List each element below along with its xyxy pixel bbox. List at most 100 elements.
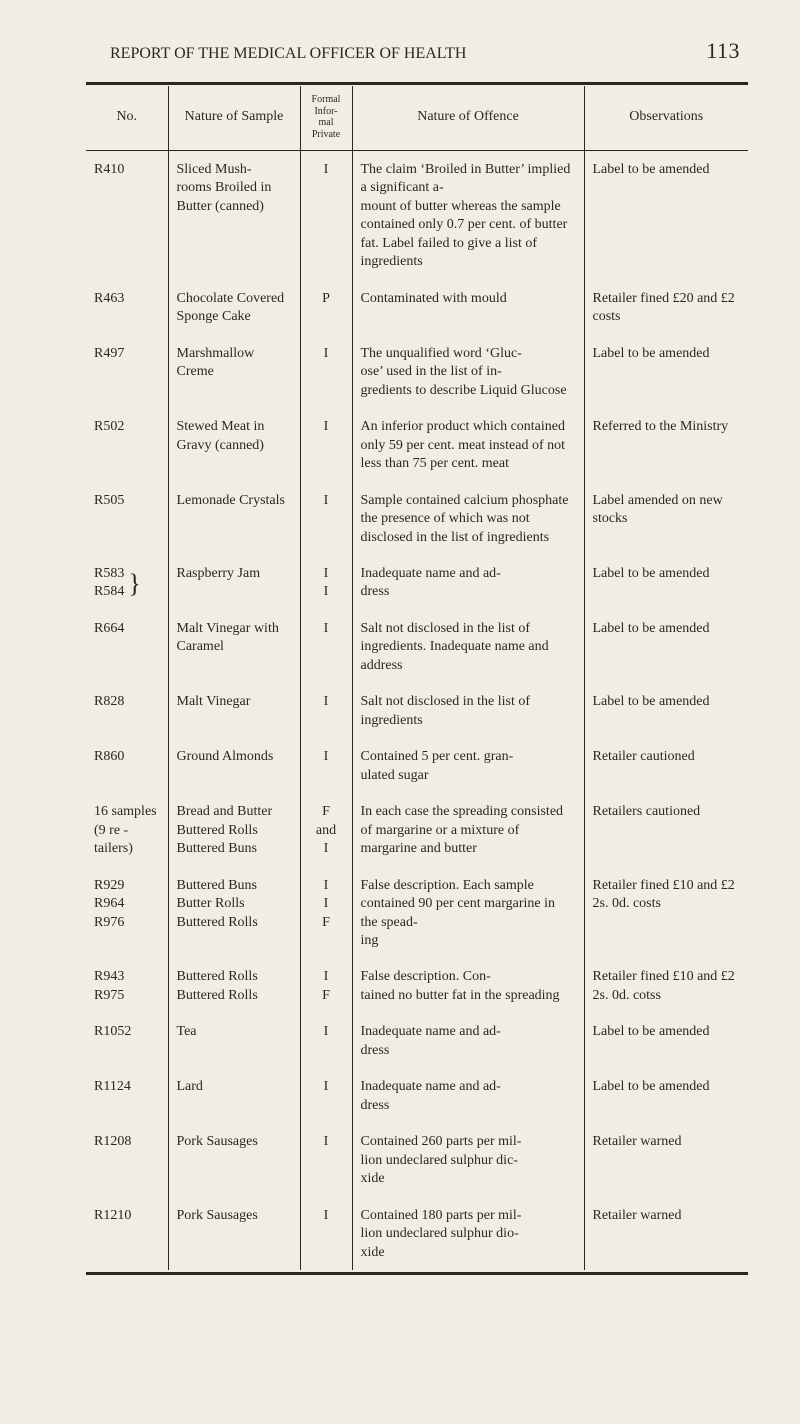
cell-obs: Retailer fined £20 and £2 costs (584, 280, 748, 335)
cell-fip: I (300, 1197, 352, 1270)
table-row: R929 R964 R976Buttered Buns Butter Rolls… (86, 867, 748, 959)
cell-offence: Contained 180 parts per mil- lion undecl… (352, 1197, 584, 1270)
cell-fip: I (300, 151, 352, 280)
cell-no: R583 R584} (86, 555, 168, 610)
table-row: R828Malt VinegarISalt not disclosed in t… (86, 683, 748, 738)
cell-offence: False description. Each sample contained… (352, 867, 584, 959)
cell-no-value: R583 R584 (94, 565, 124, 602)
table-row: R497Marshmallow CremeIThe unqualified wo… (86, 335, 748, 408)
cell-sample: Pork Sausages (168, 1197, 300, 1270)
cell-sample: Tea (168, 1013, 300, 1068)
cell-fip: I (300, 335, 352, 408)
running-head: REPORT OF THE MEDICAL OFFICER OF HEALTH … (86, 38, 748, 64)
cell-fip: F and I (300, 793, 352, 866)
cell-no: R943 R975 (86, 958, 168, 1013)
cell-fip: I (300, 1123, 352, 1196)
table-row: R1210Pork SausagesIContained 180 parts p… (86, 1197, 748, 1270)
cell-obs: Referred to the Ministry (584, 408, 748, 481)
cell-offence: Inadequate name and ad- dress (352, 1068, 584, 1123)
table-row: R583 R584}Raspberry JamI IInadequate nam… (86, 555, 748, 610)
cell-no: R1124 (86, 1068, 168, 1123)
table-row: R410Sliced Mush- rooms Broiled in Butter… (86, 151, 748, 280)
cell-no: 16 samples (9 re - tailers) (86, 793, 168, 866)
cell-obs: Retailer fined £10 and £2 2s. 0d. cotss (584, 958, 748, 1013)
cell-sample: Lard (168, 1068, 300, 1123)
cell-no: R410 (86, 151, 168, 280)
cell-offence: Salt not disclosed in the list of ingred… (352, 610, 584, 683)
table-row: R502Stewed Meat in Gravy (canned)IAn inf… (86, 408, 748, 481)
table-row: 16 samples (9 re - tailers)Bread and But… (86, 793, 748, 866)
offences-table: No. Nature of Sample Formal Infor- mal P… (86, 86, 748, 1270)
cell-no: R463 (86, 280, 168, 335)
cell-obs: Retailer fined £10 and £2 2s. 0d. costs (584, 867, 748, 959)
cell-offence: Inadequate name and ad- dress (352, 555, 584, 610)
table-row: R860Ground AlmondsIContained 5 per cent.… (86, 738, 748, 793)
cell-offence: In each case the spreading consisted of … (352, 793, 584, 866)
cell-obs: Label to be amended (584, 1013, 748, 1068)
cell-obs: Label to be amended (584, 683, 748, 738)
cell-offence: Inadequate name and ad- dress (352, 1013, 584, 1068)
table-row: R505Lemonade CrystalsISample contained c… (86, 482, 748, 555)
cell-no: R505 (86, 482, 168, 555)
cell-fip: I (300, 1013, 352, 1068)
cell-offence: The unqualified word ‘Gluc- ose’ used in… (352, 335, 584, 408)
cell-fip: I (300, 408, 352, 481)
brace-icon: } (128, 572, 140, 595)
bottom-rule (86, 1272, 748, 1275)
cell-obs: Label to be amended (584, 151, 748, 280)
cell-no: R1210 (86, 1197, 168, 1270)
cell-sample: Malt Vinegar with Caramel (168, 610, 300, 683)
cell-sample: Buttered Buns Butter Rolls Buttered Roll… (168, 867, 300, 959)
cell-obs: Retailer warned (584, 1123, 748, 1196)
running-title: REPORT OF THE MEDICAL OFFICER OF HEALTH (110, 45, 466, 63)
table-row: R664Malt Vinegar with CaramelISalt not d… (86, 610, 748, 683)
table-row: R943 R975Buttered Rolls Buttered RollsI … (86, 958, 748, 1013)
cell-no: R1052 (86, 1013, 168, 1068)
fip-formal: Formal (307, 94, 346, 106)
cell-no: R860 (86, 738, 168, 793)
cell-sample: Ground Almonds (168, 738, 300, 793)
page: REPORT OF THE MEDICAL OFFICER OF HEALTH … (0, 0, 800, 1424)
page-number: 113 (706, 38, 740, 64)
cell-offence: Contained 260 parts per mil- lion undecl… (352, 1123, 584, 1196)
cell-sample: Bread and Butter Buttered Rolls Buttered… (168, 793, 300, 866)
cell-offence: Sample contained calcium phosphate the p… (352, 482, 584, 555)
fip-informal: Infor- mal (307, 106, 346, 129)
cell-obs: Retailer cautioned (584, 738, 748, 793)
cell-offence: False description. Con- tained no butter… (352, 958, 584, 1013)
table-row: R1124LardIInadequate name and ad- dressL… (86, 1068, 748, 1123)
cell-sample: Stewed Meat in Gravy (canned) (168, 408, 300, 481)
cell-obs: Label amended on new stocks (584, 482, 748, 555)
cell-fip: I I F (300, 867, 352, 959)
cell-obs: Label to be amended (584, 335, 748, 408)
cell-fip: I (300, 610, 352, 683)
cell-obs: Label to be amended (584, 555, 748, 610)
cell-offence: Contaminated with mould (352, 280, 584, 335)
cell-offence: An inferior product which contained only… (352, 408, 584, 481)
table-body: R410Sliced Mush- rooms Broiled in Butter… (86, 151, 748, 1271)
cell-fip: I F (300, 958, 352, 1013)
cell-sample: Pork Sausages (168, 1123, 300, 1196)
cell-sample: Raspberry Jam (168, 555, 300, 610)
fip-private: Private (307, 129, 346, 141)
col-header-fip: Formal Infor- mal Private (300, 86, 352, 151)
cell-no: R502 (86, 408, 168, 481)
col-header-offence: Nature of Offence (352, 86, 584, 151)
cell-fip: I (300, 683, 352, 738)
cell-obs: Retailers cautioned (584, 793, 748, 866)
cell-fip: I (300, 738, 352, 793)
cell-sample: Lemonade Crystals (168, 482, 300, 555)
cell-obs: Label to be amended (584, 1068, 748, 1123)
cell-fip: I I (300, 555, 352, 610)
cell-obs: Label to be amended (584, 610, 748, 683)
table-row: R1208Pork SausagesIContained 260 parts p… (86, 1123, 748, 1196)
table-row: R463Chocolate Covered Sponge CakePContam… (86, 280, 748, 335)
cell-offence: The claim ‘Broiled in Butter’ implied a … (352, 151, 584, 280)
table-row: R1052TeaIInadequate name and ad- dressLa… (86, 1013, 748, 1068)
cell-sample: Marshmallow Creme (168, 335, 300, 408)
cell-offence: Salt not disclosed in the list of ingred… (352, 683, 584, 738)
cell-no: R664 (86, 610, 168, 683)
cell-no: R1208 (86, 1123, 168, 1196)
table-head: No. Nature of Sample Formal Infor- mal P… (86, 86, 748, 151)
cell-sample: Buttered Rolls Buttered Rolls (168, 958, 300, 1013)
